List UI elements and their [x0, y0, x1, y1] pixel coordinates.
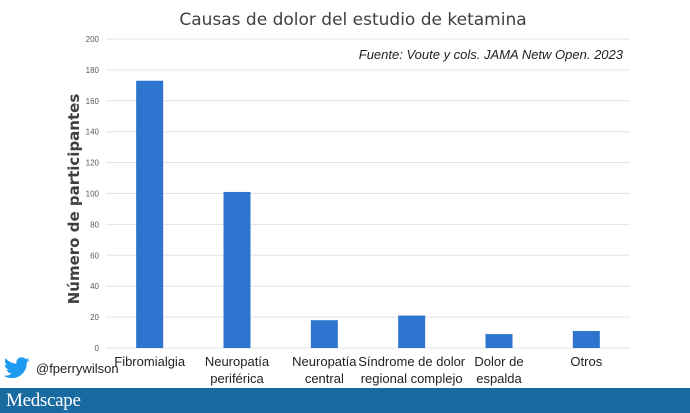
medscape-logo: Medscape	[6, 390, 81, 411]
y-tick-label: 180	[86, 66, 100, 75]
social-handle: @fperrywilson	[4, 355, 119, 381]
y-tick-label: 160	[86, 97, 100, 106]
source-note: Fuente: Voute y cols. JAMA Netw Open. 20…	[359, 47, 624, 62]
bars	[136, 80, 600, 348]
y-tick-label: 0	[95, 344, 100, 353]
y-axis-label: Número de participantes	[65, 94, 83, 305]
y-axis-ticks: 0 20 40 60 80 100 120 140 160 180 200	[86, 35, 100, 353]
bar	[310, 320, 338, 348]
x-tick-label: Neuropatía periférica	[205, 354, 270, 386]
y-tick-label: 140	[86, 128, 100, 137]
y-tick-label: 120	[86, 159, 100, 168]
footer-bar: Medscape	[0, 388, 690, 413]
x-tick-label: Síndrome de dolor regional complejo	[358, 354, 466, 386]
twitter-handle: @fperrywilson	[36, 360, 119, 376]
y-tick-label: 100	[86, 190, 100, 199]
x-tick-label: Neuropatía central	[292, 354, 357, 386]
bar	[223, 191, 251, 348]
y-tick-label: 20	[90, 313, 99, 322]
twitter-bird-icon	[4, 357, 30, 379]
x-tick-label: Otros	[570, 354, 602, 369]
bar	[572, 331, 600, 348]
y-tick-label: 200	[86, 35, 100, 44]
chart-title: Causas de dolor del estudio de ketamina	[179, 10, 526, 30]
x-axis-ticks: Fibromialgia Neuropatía periférica Neuropat…	[114, 354, 602, 386]
gridlines	[106, 38, 630, 349]
x-tick-label: Dolor de espalda	[474, 354, 523, 386]
x-tick-label: Fibromialgia	[114, 354, 186, 369]
bar	[136, 80, 164, 348]
y-tick-label: 40	[90, 282, 99, 291]
y-tick-label: 60	[90, 251, 99, 260]
bar	[485, 334, 513, 348]
y-tick-label: 80	[90, 220, 99, 229]
bar	[398, 315, 426, 348]
